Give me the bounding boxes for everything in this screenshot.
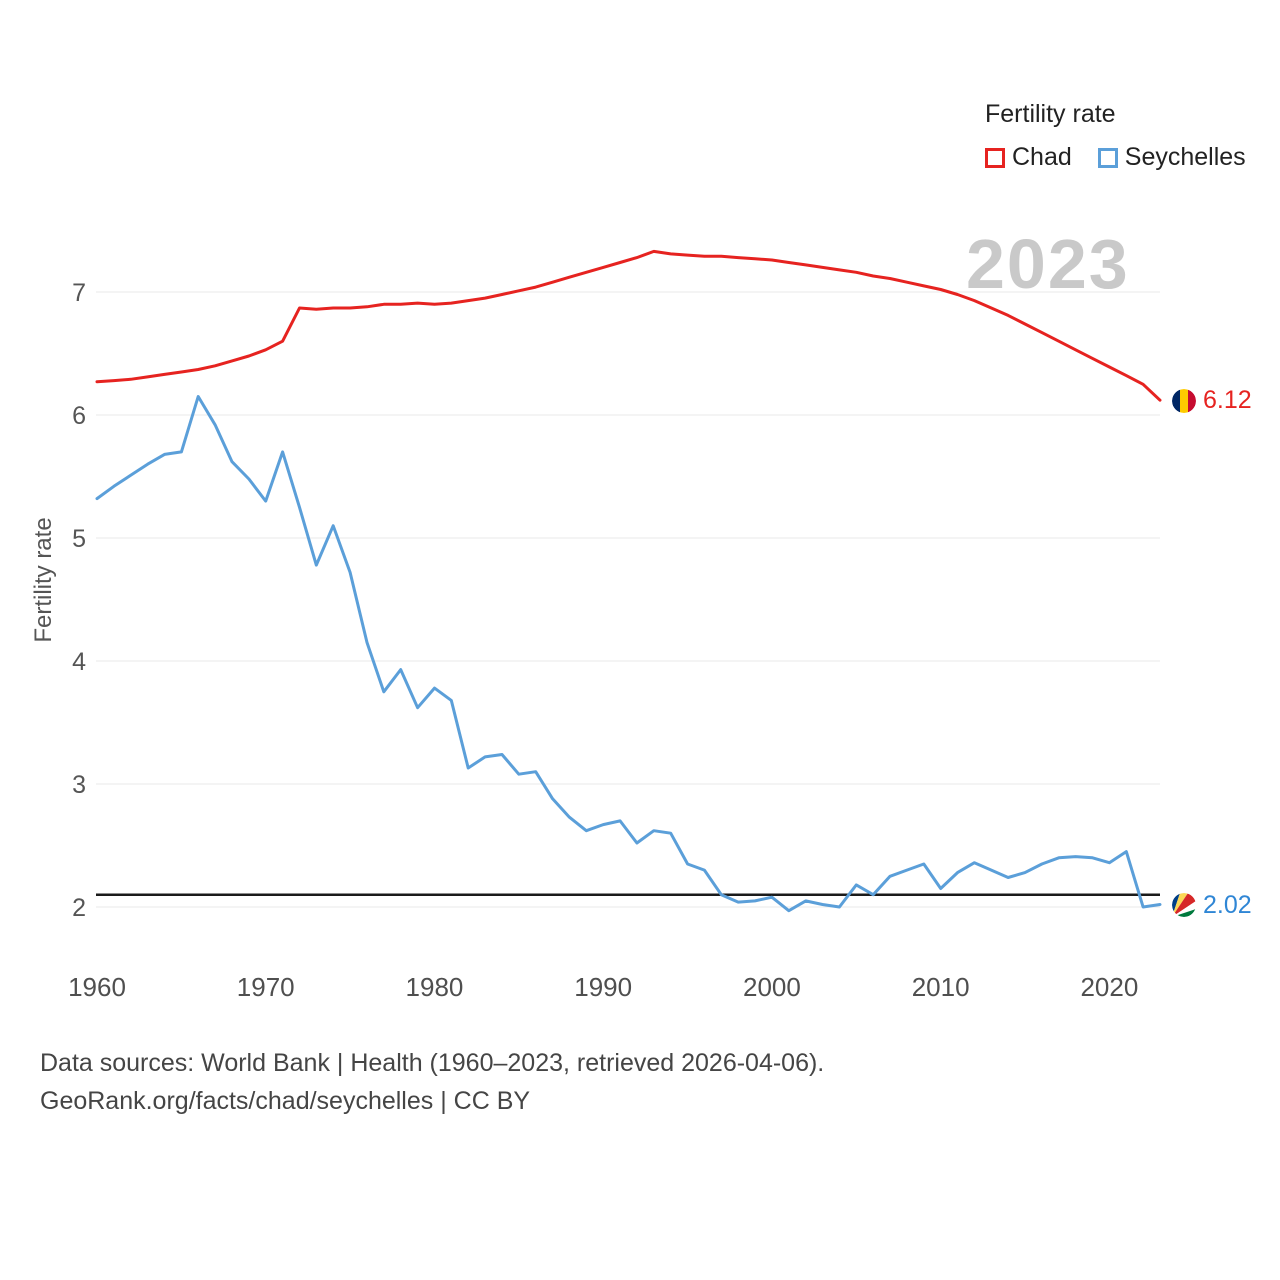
x-tick-label: 2020 (1080, 972, 1138, 1002)
legend-item-seychelles[interactable]: Seychelles (1097, 143, 1246, 172)
y-tick-label: 7 (72, 279, 86, 307)
y-tick-label: 5 (72, 525, 86, 553)
chad-swatch-icon (985, 147, 1005, 168)
chad-end-label: 6.12 (1172, 386, 1252, 415)
y-tick-label: 3 (72, 771, 86, 799)
x-tick-label: 1970 (237, 972, 295, 1002)
chad-flag-icon (1172, 388, 1196, 413)
year-watermark: 2023 (966, 225, 1130, 303)
x-tick-label: 2010 (912, 972, 970, 1002)
seychelles-swatch-icon (1097, 147, 1118, 168)
legend-title: Fertility rate (985, 100, 1116, 128)
x-tick-label: 1960 (68, 972, 126, 1002)
legend-item-label: Seychelles (1124, 143, 1246, 171)
legend: Fertility rate Chad Seychelles (985, 100, 1246, 172)
fertility-chart: 2 3 4 5 6 7 1960 1970 1980 1990 2000 2010 2020 (68, 249, 1162, 1002)
series-line-chad (95, 249, 1162, 402)
y-axis-label: Fertility rate (30, 517, 57, 643)
seychelles-flag-icon (1172, 893, 1196, 918)
y-tick-label: 4 (72, 648, 86, 676)
footer: Data sources: World Bank | Health (1960–… (40, 1044, 824, 1120)
series-line-seychelles (95, 395, 1162, 913)
seychelles-end-label: 2.02 (1172, 891, 1252, 920)
x-tick-label: 1990 (574, 972, 632, 1002)
x-tick-label: 1980 (406, 972, 464, 1002)
legend-item-chad[interactable]: Chad (985, 143, 1072, 172)
x-tick-label: 2000 (743, 972, 801, 1002)
y-tick-label: 6 (72, 402, 86, 430)
legend-items: Chad Seychelles (985, 143, 1246, 172)
attribution-line: GeoRank.org/facts/chad/seychelles | CC B… (40, 1087, 531, 1115)
chad-end-value: 6.12 (1203, 386, 1252, 415)
legend-item-label: Chad (1012, 143, 1072, 171)
data-sources-line: Data sources: World Bank | Health (1960–… (40, 1049, 825, 1077)
seychelles-end-value: 2.02 (1203, 890, 1252, 919)
y-tick-label: 2 (72, 894, 86, 922)
